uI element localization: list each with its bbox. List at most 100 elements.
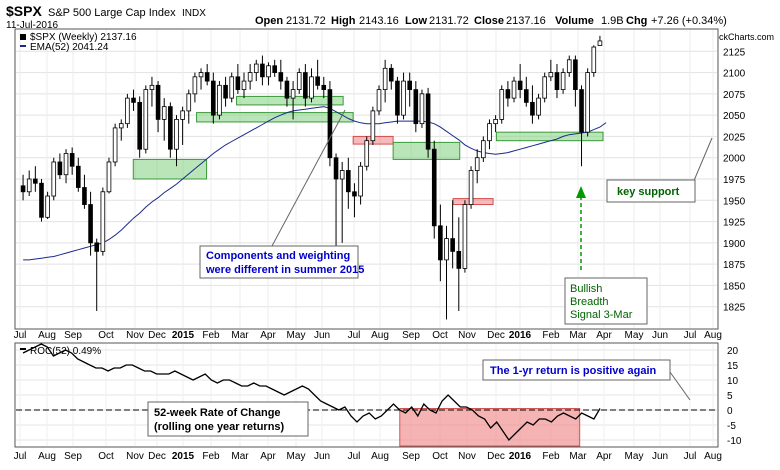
price-tick-label: 2125: [723, 47, 746, 58]
candle-body: [20, 185, 26, 193]
candle-body: [143, 89, 149, 150]
candle-body: [149, 84, 155, 91]
roc-x-tick-label: 2015: [172, 451, 195, 462]
candle-body: [346, 170, 351, 193]
price-x-tick-label: Aug: [38, 330, 56, 341]
candle-body: [573, 59, 578, 90]
candle-body: [333, 157, 339, 180]
candle-body: [376, 89, 382, 112]
price-x-tick-label: Aug: [371, 330, 389, 341]
candle-body: [401, 80, 406, 116]
candle-body: [425, 93, 431, 150]
roc-x-tick-label: Jul: [684, 451, 697, 462]
price-x-tick-label: Aug: [704, 330, 722, 341]
candle-body: [395, 80, 400, 116]
key-support-text: key support: [617, 186, 680, 198]
volume-label: Volume: [555, 15, 594, 27]
price-x-tick-label: Oct: [432, 330, 448, 341]
one-yr-callout: The 1-yr return is positive again: [482, 359, 691, 401]
candle-body: [493, 119, 498, 125]
roc-x-tick-label: 2016: [509, 451, 532, 462]
candle-body: [505, 89, 511, 99]
candle-body: [161, 106, 167, 120]
candle-body: [382, 67, 388, 91]
price-x-tick-label: Jul: [684, 330, 697, 341]
legend-ema: EMA(52) 2041.24: [30, 42, 109, 53]
candle-body: [33, 178, 38, 184]
legend-price-swatch: [20, 34, 26, 40]
candle-body: [462, 204, 468, 269]
open-label: Open: [255, 15, 283, 27]
price-x-tick-label: 2016: [509, 330, 532, 341]
price-x-tick-label: Apr: [596, 330, 612, 341]
exchange-label: INDX: [182, 8, 206, 19]
roc-x-tick-label: Dec: [487, 451, 505, 462]
candle-body: [69, 153, 75, 167]
roc-tick-label: 15: [727, 361, 739, 372]
roc-x-tick-label: Apr: [260, 451, 276, 462]
high-value: 2143.16: [359, 15, 399, 27]
legend-roc: ROC(52) 0.49%: [30, 346, 101, 357]
roc-tick-label: 0: [727, 406, 733, 417]
roc-legend: ROC(52) 0.49%: [20, 346, 101, 357]
watermark: @ StockCharts.com: [694, 32, 774, 42]
roc-x-tick-label: Jul: [348, 451, 361, 462]
candle-body: [186, 93, 192, 112]
candle-body: [112, 127, 118, 163]
candle-body: [180, 110, 185, 120]
price-x-tick-label: Jul: [348, 330, 361, 341]
candle-body: [131, 97, 136, 103]
candle-body: [229, 76, 235, 99]
price-x-tick-label: Jul: [14, 330, 27, 341]
roc-x-axis: Jul Aug Sep Oct Nov Dec 2015 Feb Mar Apr May Jun Jul…: [14, 451, 722, 462]
bullish-box: [564, 277, 648, 325]
candle-body: [456, 250, 462, 269]
candle-body: [431, 148, 437, 227]
candle-body: [266, 65, 271, 78]
roc-x-tick-label: Feb: [202, 451, 220, 462]
roc-x-tick-label: Sep: [64, 451, 82, 462]
roc-y-axis: -10 -5 0 5 10 15 20: [727, 346, 742, 447]
roc-tick-label: -5: [727, 421, 736, 432]
price-x-axis: Jul Aug Sep Oct Nov Dec 2015 Feb Mar Apr May Jun Jul…: [14, 330, 722, 341]
ema-line: [23, 106, 607, 261]
candle-body: [260, 63, 265, 78]
roc-x-tick-label: Oct: [432, 451, 448, 462]
price-tick-label: 1875: [723, 260, 746, 271]
candle-body: [352, 191, 357, 197]
candle-body: [597, 40, 603, 46]
key-support-callout: key support: [606, 137, 713, 203]
candle-body: [198, 72, 204, 78]
candle-body: [474, 157, 480, 171]
roc-x-tick-label: Oct: [98, 451, 114, 462]
candle-body: [542, 76, 548, 99]
candle-body: [211, 80, 216, 116]
bullish-line1: Bullish: [570, 283, 602, 295]
candle-body: [303, 72, 308, 99]
one-yr-box: [482, 359, 671, 381]
candle-body: [327, 89, 333, 159]
candle-body: [217, 84, 222, 116]
price-tick-label: 1850: [723, 281, 746, 292]
candle-body: [272, 65, 277, 73]
low-value: 2131.72: [429, 15, 469, 27]
price-tick-label: 1900: [723, 239, 746, 250]
roc-tick-label: 5: [727, 391, 733, 402]
price-x-tick-label: May: [287, 330, 306, 341]
candle-body: [45, 195, 50, 218]
roc-tick-label: 20: [727, 346, 739, 357]
candle-body: [94, 242, 100, 252]
candle-body: [290, 89, 296, 99]
roc-x-tick-label: Aug: [371, 451, 389, 462]
candle-body: [438, 225, 443, 261]
candle-body: [235, 76, 241, 91]
bullish-arrow-head: [576, 186, 586, 198]
candles: [20, 35, 603, 320]
candle-body: [296, 72, 302, 90]
price-x-tick-label: Feb: [542, 330, 560, 341]
roc-tick-label: 10: [727, 376, 739, 387]
roc-x-tick-label: Aug: [704, 451, 722, 462]
roc-desc-callout: 52-week Rate of Change (rolling one year…: [147, 401, 309, 437]
candle-body: [370, 110, 376, 142]
